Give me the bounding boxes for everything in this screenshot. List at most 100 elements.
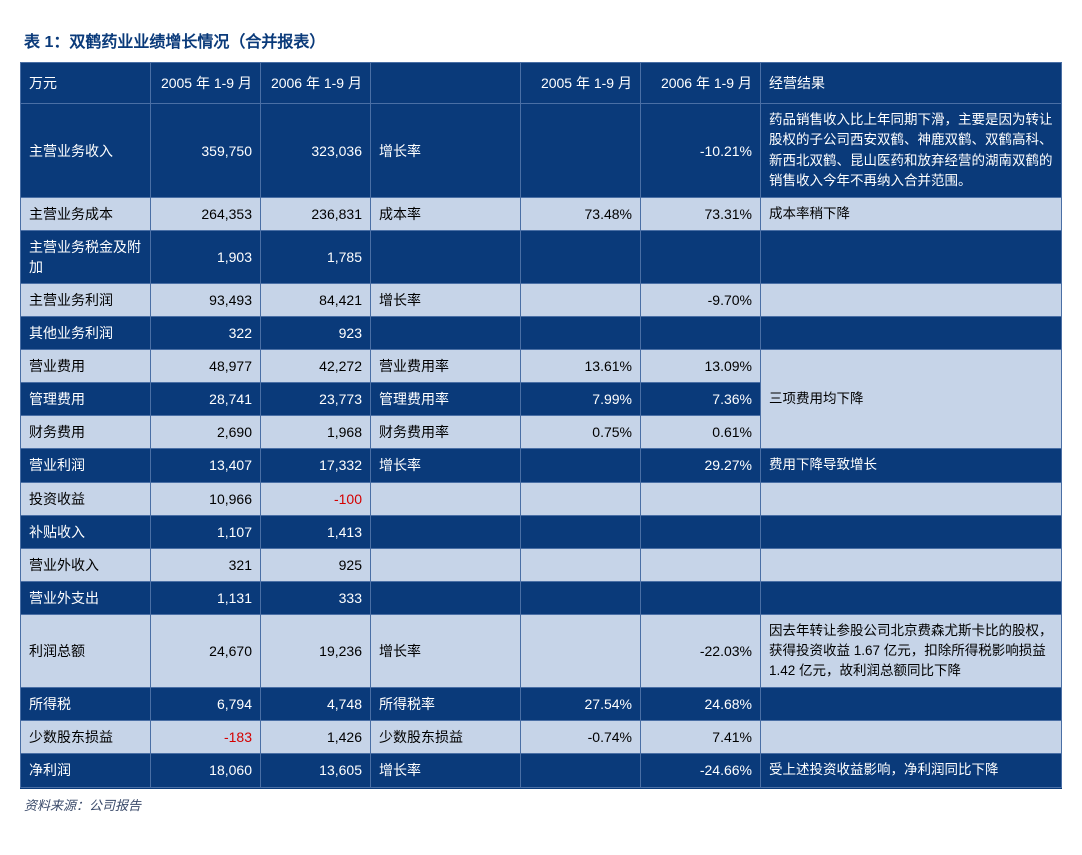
pct-2006 [641,515,761,548]
col-2006: 2006 年 1-9 月 [261,63,371,104]
comment-cell [761,721,1062,754]
value-2006: 13,605 [261,754,371,787]
value-2005: 28,741 [151,383,261,416]
table-row: 其他业务利润322923 [21,317,1062,350]
financial-table: 万元 2005 年 1-9 月 2006 年 1-9 月 2005 年 1-9 … [20,62,1062,788]
pct-2006: 0.61% [641,416,761,449]
value-2005: -183 [151,721,261,754]
value-2005: 18,060 [151,754,261,787]
pct-2005: -0.74% [521,721,641,754]
row-label: 管理费用 [21,383,151,416]
pct-2005 [521,449,641,482]
value-2005: 322 [151,317,261,350]
value-2006: 23,773 [261,383,371,416]
rate-label [371,317,521,350]
table-row: 净利润18,06013,605增长率 -24.66%受上述投资收益影响，净利润同比… [21,754,1062,787]
row-label: 营业利润 [21,449,151,482]
table-row: 主营业务成本264,353236,831成本率73.48%73.31%成本率稍下… [21,198,1062,231]
pct-2006: -22.03% [641,614,761,688]
pct-2005: 7.99% [521,383,641,416]
col-pct-2006: 2006 年 1-9 月 [641,63,761,104]
value-2006: 236,831 [261,198,371,231]
value-2005: 1,131 [151,581,261,614]
pct-2005 [521,581,641,614]
pct-2005 [521,614,641,688]
pct-2005 [521,317,641,350]
pct-2006 [641,581,761,614]
rate-label: 增长率 [371,614,521,688]
pct-2005: 13.61% [521,350,641,383]
pct-2006: 73.31% [641,198,761,231]
comment-cell [761,581,1062,614]
table-row: 主营业务利润93,49384,421增长率-9.70% [21,284,1062,317]
value-2006: 4,748 [261,688,371,721]
comment-cell [761,284,1062,317]
table-body: 主营业务收入359,750323,036增长率-10.21%药品销售收入比上年同… [21,104,1062,788]
comment-cell [761,548,1062,581]
value-2006: 84,421 [261,284,371,317]
value-2006: 1,413 [261,515,371,548]
rate-label [371,581,521,614]
col-2005: 2005 年 1-9 月 [151,63,261,104]
table-row: 所得税6,7944,748所得税率27.54%24.68% [21,688,1062,721]
value-2006: 17,332 [261,449,371,482]
pct-2006: 7.41% [641,721,761,754]
pct-2005 [521,482,641,515]
pct-2005: 0.75% [521,416,641,449]
value-2005: 6,794 [151,688,261,721]
pct-2006: 13.09% [641,350,761,383]
table-row: 主营业务收入359,750323,036增长率-10.21%药品销售收入比上年同… [21,104,1062,198]
col-pct-2005: 2005 年 1-9 月 [521,63,641,104]
value-2006: 42,272 [261,350,371,383]
row-label: 营业外支出 [21,581,151,614]
row-label: 主营业务利润 [21,284,151,317]
value-2006: 19,236 [261,614,371,688]
col-blank [371,63,521,104]
comment-cell: 药品销售收入比上年同期下滑，主要是因为转让股权的子公司西安双鹤、神鹿双鹤、双鹤高… [761,104,1062,198]
value-2005: 1,107 [151,515,261,548]
col-unit: 万元 [21,63,151,104]
row-label: 主营业务成本 [21,198,151,231]
row-label: 投资收益 [21,482,151,515]
value-2005: 93,493 [151,284,261,317]
comment-cell: 费用下降导致增长 [761,449,1062,482]
pct-2006 [641,548,761,581]
pct-2006 [641,231,761,284]
value-2005: 359,750 [151,104,261,198]
row-label: 主营业务收入 [21,104,151,198]
value-2005: 24,670 [151,614,261,688]
header-row: 万元 2005 年 1-9 月 2006 年 1-9 月 2005 年 1-9 … [21,63,1062,104]
comment-cell [761,688,1062,721]
comment-cell [761,482,1062,515]
comment-cell: 成本率稍下降 [761,198,1062,231]
rate-label: 增长率 [371,754,521,787]
table-row: 营业利润13,40717,332增长率29.27%费用下降导致增长 [21,449,1062,482]
rate-label: 成本率 [371,198,521,231]
col-comment: 经营结果 [761,63,1062,104]
value-2005: 10,966 [151,482,261,515]
value-2006: 323,036 [261,104,371,198]
table-row: 营业外收入321925 [21,548,1062,581]
row-label: 财务费用 [21,416,151,449]
value-2006: 1,785 [261,231,371,284]
pct-2006: -24.66% [641,754,761,787]
table-row: 营业费用48,97742,272营业费用率13.61%13.09%三项费用均下降 [21,350,1062,383]
row-label: 营业外收入 [21,548,151,581]
table-row: 营业外支出1,131333 [21,581,1062,614]
row-label: 主营业务税金及附加 [21,231,151,284]
pct-2006: 7.36% [641,383,761,416]
pct-2005 [521,104,641,198]
row-label: 净利润 [21,754,151,787]
comment-cell [761,317,1062,350]
table-row: 主营业务税金及附加1,9031,785 [21,231,1062,284]
row-label: 其他业务利润 [21,317,151,350]
pct-2005 [521,515,641,548]
row-label: 利润总额 [21,614,151,688]
value-2006: 1,426 [261,721,371,754]
value-2005: 1,903 [151,231,261,284]
table-title: 表 1：双鹤药业业绩增长情况（合并报表） [20,20,1062,62]
row-label: 营业费用 [21,350,151,383]
rate-label: 所得税率 [371,688,521,721]
value-2006: 333 [261,581,371,614]
comment-cell: 受上述投资收益影响，净利润同比下降 [761,754,1062,787]
